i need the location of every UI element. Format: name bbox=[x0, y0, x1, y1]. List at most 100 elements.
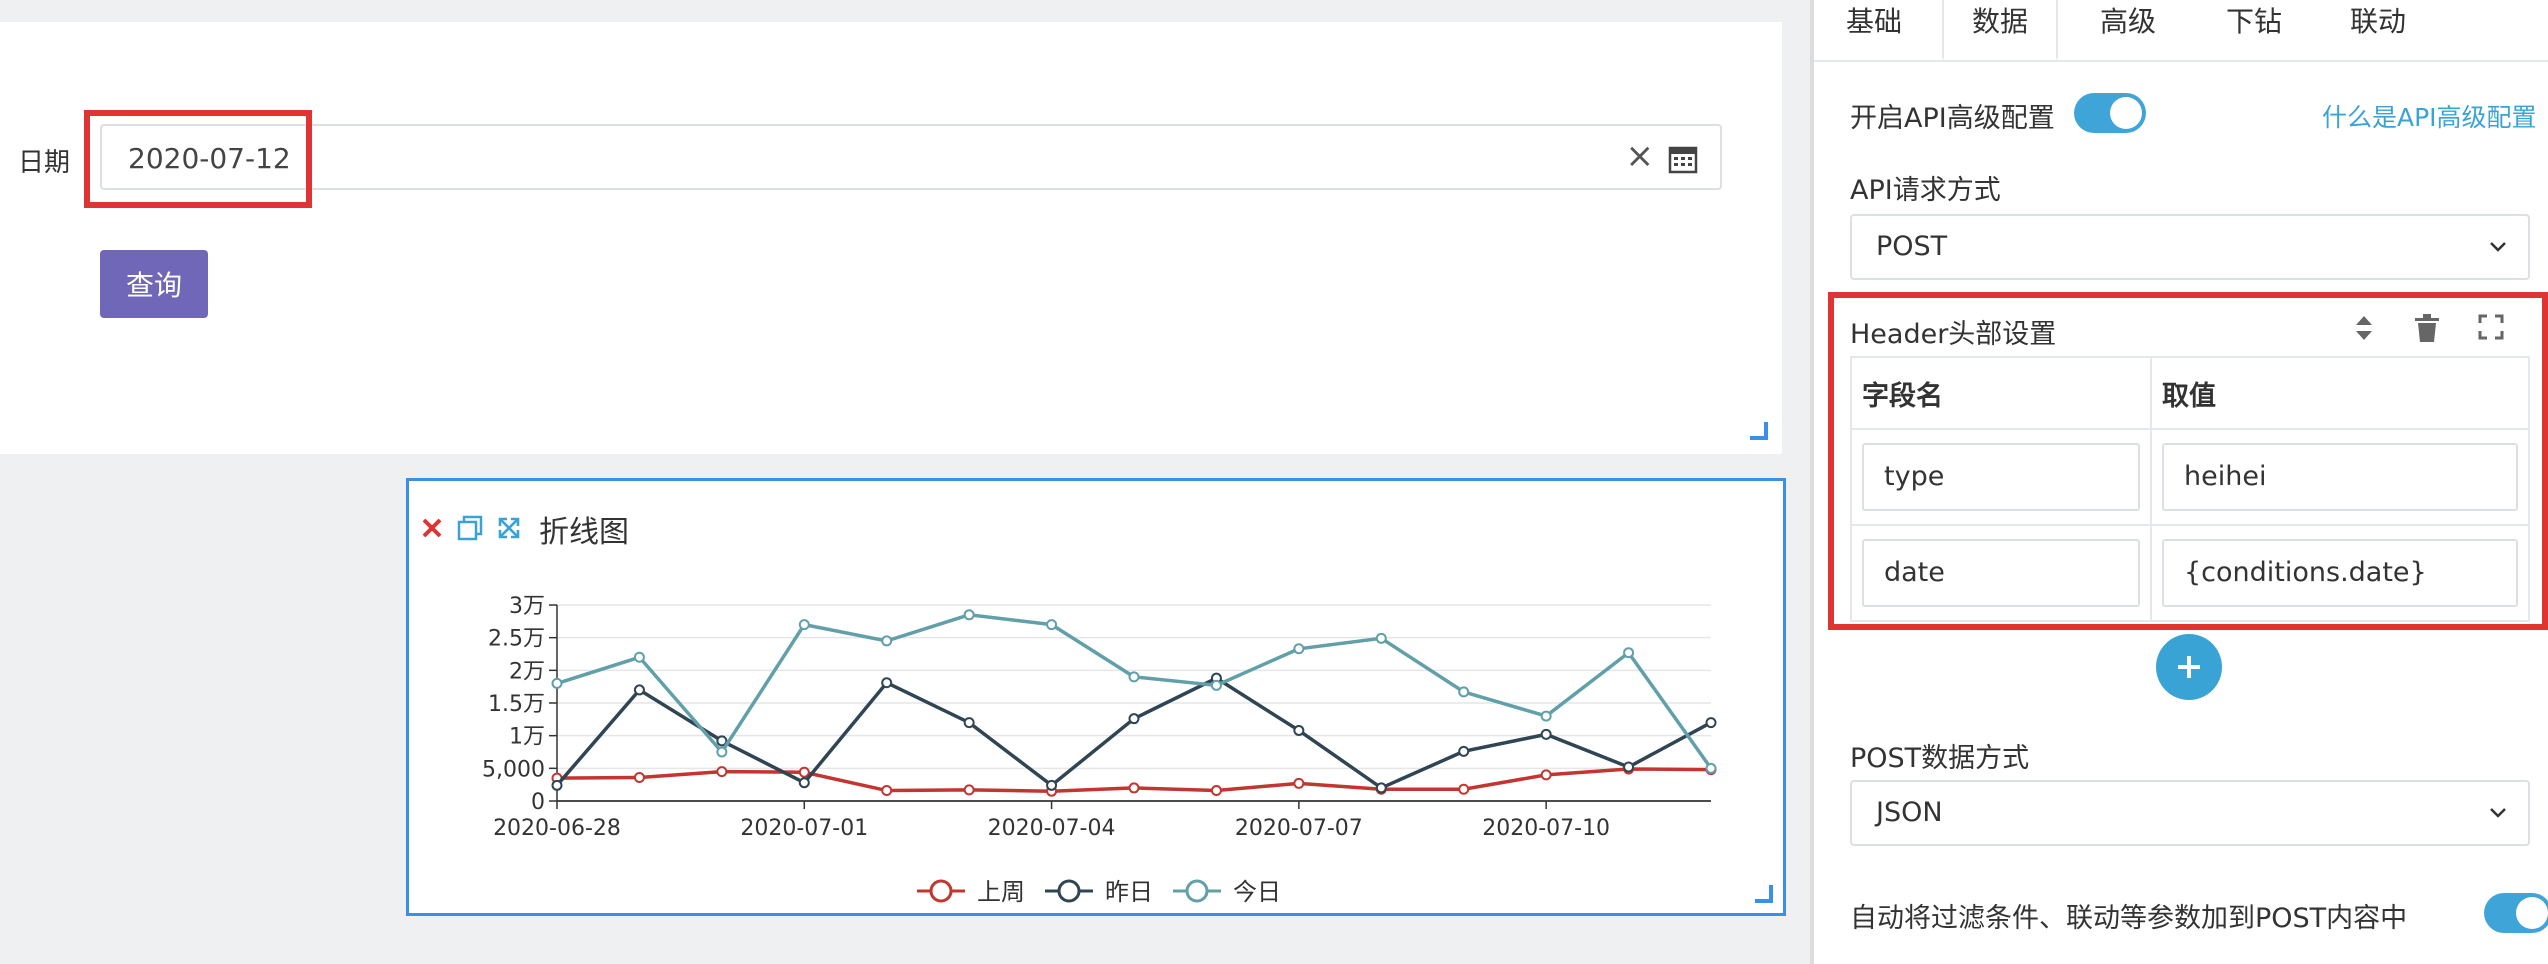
x-tick-label: 2020-07-10 bbox=[1482, 816, 1610, 841]
data-point bbox=[1046, 619, 1058, 631]
api-method-label: API请求方式 bbox=[1850, 175, 2001, 206]
value-cell: heihei bbox=[2152, 430, 2528, 524]
data-point bbox=[1458, 686, 1470, 698]
data-point bbox=[551, 779, 563, 791]
data-point bbox=[551, 677, 563, 689]
chevron-down-icon bbox=[2486, 800, 2510, 828]
y-tick-label: 1.5万 bbox=[488, 692, 545, 717]
data-point bbox=[1210, 679, 1222, 691]
post-mode-label: POST数据方式 bbox=[1850, 743, 2030, 774]
data-point bbox=[1375, 632, 1387, 644]
data-point bbox=[881, 635, 893, 647]
close-icon[interactable]: × bbox=[1625, 136, 1655, 176]
data-point bbox=[633, 684, 645, 696]
data-point bbox=[1458, 783, 1470, 795]
tab-basic[interactable]: 基础 bbox=[1846, 5, 1903, 38]
y-tick-label: 2.5万 bbox=[488, 627, 545, 652]
header-section-title: Header头部设置 bbox=[1850, 319, 2057, 350]
line-chart: 0 5,000 1万 1.5万 2万 2.5万 3万 2020-06-28 2020-07-01… bbox=[482, 594, 1717, 906]
y-tick-label: 5,000 bbox=[482, 757, 545, 782]
data-point bbox=[798, 777, 810, 789]
header-table: 字段名 取值 type heihei date {conditions.date… bbox=[1850, 356, 2530, 622]
data-point bbox=[1705, 717, 1717, 729]
api-advanced-toggle[interactable] bbox=[2074, 93, 2146, 133]
data-point bbox=[963, 717, 975, 729]
data-point bbox=[798, 766, 810, 778]
close-icon[interactable] bbox=[421, 517, 443, 542]
tab-advanced[interactable]: 高级 bbox=[2100, 5, 2157, 38]
data-point bbox=[1046, 779, 1058, 791]
trash-icon[interactable] bbox=[2414, 314, 2440, 346]
post-mode-value: JSON bbox=[1876, 797, 1943, 828]
chart-header: 折线图 bbox=[421, 507, 629, 551]
data-point bbox=[1458, 745, 1470, 757]
tab-bar: 基础 数据 高级 下钻 联动 bbox=[1814, 0, 2548, 62]
table-row: date {conditions.date} bbox=[1852, 526, 2528, 620]
field-name-input[interactable]: type bbox=[1862, 443, 2140, 511]
x-tick-label: 2020-07-04 bbox=[988, 816, 1116, 841]
y-tick-label: 2万 bbox=[509, 659, 545, 684]
x-tick-label: 2020-06-28 bbox=[493, 816, 621, 841]
value-cell: {conditions.date} bbox=[2152, 526, 2528, 620]
resize-handle[interactable] bbox=[1755, 885, 1773, 903]
legend-marker bbox=[1057, 879, 1081, 903]
data-point bbox=[1293, 643, 1305, 655]
y-tick-label: 3万 bbox=[509, 594, 545, 619]
legend-marker bbox=[929, 879, 953, 903]
data-point bbox=[633, 771, 645, 783]
tab-drilldown[interactable]: 下钻 bbox=[2226, 5, 2283, 38]
data-point bbox=[1540, 769, 1552, 781]
data-point bbox=[1705, 762, 1717, 774]
column-header-value: 取值 bbox=[2162, 380, 2216, 412]
x-tick-label: 2020-07-07 bbox=[1235, 816, 1363, 841]
resize-handle[interactable] bbox=[1750, 422, 1768, 440]
data-point bbox=[1623, 761, 1635, 773]
legend-label: 昨日 bbox=[1105, 878, 1153, 906]
date-value[interactable]: 2020-07-12 bbox=[128, 142, 291, 175]
data-point bbox=[1623, 647, 1635, 659]
sort-icon[interactable] bbox=[2354, 314, 2374, 346]
data-point bbox=[716, 735, 728, 747]
field-value-input[interactable]: heihei bbox=[2162, 443, 2518, 511]
toggle-knob bbox=[2110, 97, 2142, 129]
fullscreen-icon[interactable] bbox=[2478, 314, 2504, 344]
date-label: 日期 bbox=[18, 148, 71, 178]
api-help-link[interactable]: 什么是API高级配置 bbox=[2322, 103, 2537, 132]
field-name-input[interactable]: date bbox=[1862, 539, 2140, 607]
data-point bbox=[1210, 785, 1222, 797]
data-point bbox=[1293, 777, 1305, 789]
calendar-icon[interactable] bbox=[1668, 144, 1698, 178]
chart-card[interactable]: 0 5,000 1万 1.5万 2万 2.5万 3万 2020-06-28 2020-07-01… bbox=[406, 478, 1786, 916]
x-tick-label: 2020-07-01 bbox=[740, 816, 868, 841]
post-mode-select[interactable]: JSON bbox=[1850, 780, 2530, 846]
data-point bbox=[798, 619, 810, 631]
expand-icon[interactable] bbox=[497, 516, 521, 543]
tab-data[interactable]: 数据 bbox=[1942, 0, 2059, 60]
table-row: type heihei bbox=[1852, 430, 2528, 526]
date-picker-input[interactable]: 2020-07-12 × bbox=[100, 124, 1722, 190]
field-cell: date bbox=[1852, 526, 2152, 620]
data-point bbox=[1375, 782, 1387, 794]
tab-linkage[interactable]: 联动 bbox=[2350, 5, 2407, 38]
toggle-knob bbox=[2516, 897, 2548, 929]
legend-label: 今日 bbox=[1233, 878, 1281, 906]
data-point bbox=[633, 651, 645, 663]
y-tick-label: 1万 bbox=[509, 725, 545, 750]
data-point bbox=[1128, 782, 1140, 794]
data-point bbox=[716, 746, 728, 758]
field-value-input[interactable]: {conditions.date} bbox=[2162, 539, 2518, 607]
add-header-button[interactable] bbox=[2156, 634, 2222, 700]
legend-marker bbox=[1185, 879, 1209, 903]
data-point bbox=[881, 677, 893, 689]
query-button[interactable]: 查询 bbox=[100, 250, 208, 318]
copy-icon[interactable] bbox=[457, 515, 483, 544]
field-cell: type bbox=[1852, 430, 2152, 524]
data-point bbox=[1293, 724, 1305, 736]
y-tick-label: 0 bbox=[531, 790, 545, 815]
chevron-down-icon bbox=[2486, 234, 2510, 262]
data-point bbox=[963, 784, 975, 796]
api-method-select[interactable]: POST bbox=[1850, 214, 2530, 280]
auto-params-toggle[interactable] bbox=[2484, 893, 2548, 933]
data-point bbox=[1540, 710, 1552, 722]
api-method-value: POST bbox=[1876, 231, 1948, 262]
